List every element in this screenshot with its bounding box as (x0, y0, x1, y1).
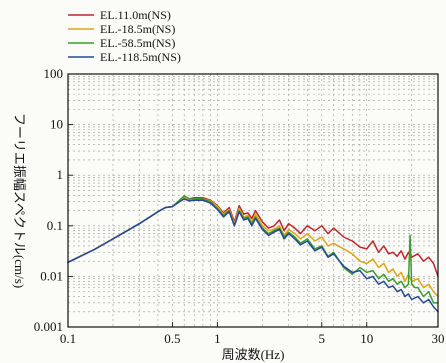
legend: EL.11.0m(NS)EL.-18.5m(NS)EL.-58.5m(NS)EL… (68, 8, 181, 64)
x-tick-label: 0.1 (60, 331, 76, 346)
y-tick-label: 10 (50, 117, 63, 132)
plot-frame (67, 73, 439, 328)
x-tick-label: 1 (214, 331, 221, 346)
series-line-1 (67, 196, 439, 298)
x-tick-label: 5 (319, 331, 326, 346)
ticks-layer: 0.1 0.5 1 5 10 30 0.001 0.01 0.1 1 10 100 (34, 66, 445, 346)
grid-layer (68, 74, 438, 327)
series-line-3 (67, 198, 439, 313)
y-tick-label: 0.001 (34, 319, 63, 334)
y-axis-label: フーリエ振幅スペクトル(cm/s) (12, 113, 27, 288)
legend-entry: EL.-118.5m(NS) (100, 50, 181, 64)
x-tick-label: 0.5 (164, 331, 180, 346)
y-tick-label: 1 (57, 167, 64, 182)
y-tick-label: 0.1 (47, 218, 63, 233)
x-axis-label: 周波数(Hz) (222, 347, 285, 362)
x-tick-label: 10 (360, 331, 373, 346)
series-line-2 (67, 195, 439, 304)
x-tick-label: 30 (432, 331, 445, 346)
legend-entry: EL.-58.5m(NS) (100, 36, 175, 50)
y-tick-label: 100 (44, 66, 64, 81)
legend-entry: EL.11.0m(NS) (100, 8, 171, 22)
legend-entry: EL.-18.5m(NS) (100, 22, 175, 36)
y-tick-label: 0.01 (40, 268, 63, 283)
series-layer (67, 195, 439, 313)
